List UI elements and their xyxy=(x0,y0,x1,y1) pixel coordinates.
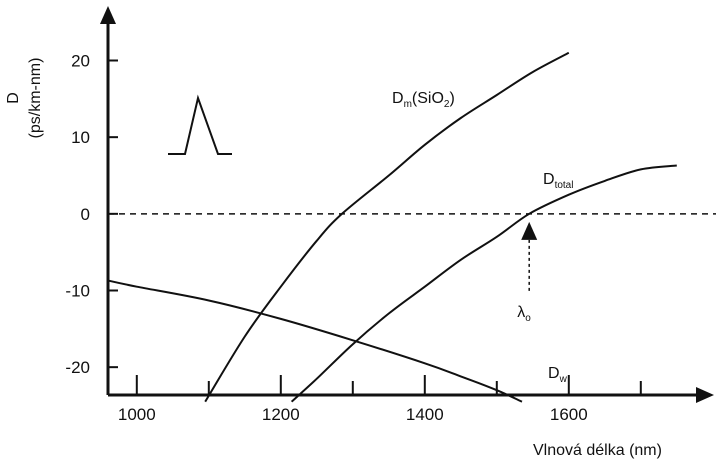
dw-curve xyxy=(107,279,523,403)
y-axis-unit: (ps/km-nm) xyxy=(27,58,44,139)
y-axis-label: D xyxy=(5,92,22,104)
y-tick-label: 10 xyxy=(71,128,90,147)
x-tick-label: 1400 xyxy=(406,405,444,424)
x-tick-label: 1000 xyxy=(118,405,156,424)
x-axis-label: Vlnová délka (nm) xyxy=(533,442,662,459)
x-tick-label: 1200 xyxy=(262,405,300,424)
y-tick-label: -10 xyxy=(65,282,90,301)
y-tick-label: -20 xyxy=(65,358,90,377)
y-tick-label: 20 xyxy=(71,52,90,71)
dw-label: Dw xyxy=(548,365,568,385)
lambda-zero-label: λo xyxy=(517,304,531,324)
x-axis-arrow xyxy=(696,387,714,403)
dm-sio2-curve xyxy=(204,51,570,403)
pulse-icon xyxy=(168,94,232,155)
y-axis-arrow xyxy=(100,6,116,24)
y-tick-label: 0 xyxy=(81,205,90,224)
lambda-zero-arrow-head xyxy=(521,221,538,240)
dtotal-curve xyxy=(290,164,677,403)
x-tick-label: 1600 xyxy=(550,405,588,424)
dm-sio2-label: Dm(SiO2) xyxy=(392,90,455,110)
dtotal-label: Dtotal xyxy=(543,171,573,191)
